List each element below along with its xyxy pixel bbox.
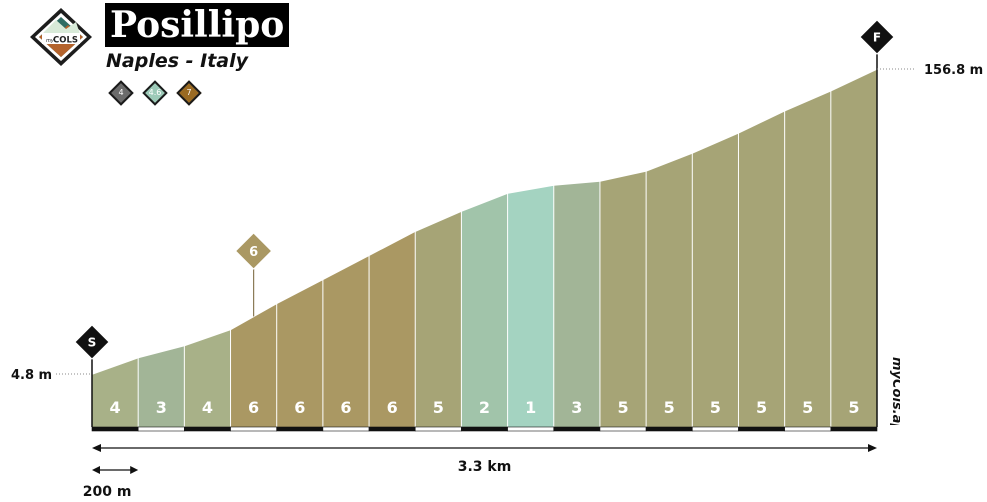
segment-gradient-label: 5 [802, 398, 813, 417]
badge-label: 4.6 [148, 88, 162, 97]
segment-gradient-label: 3 [156, 398, 167, 417]
profile-segment [230, 303, 277, 427]
distance-tick [137, 426, 185, 432]
arrow-left-icon [92, 466, 100, 474]
segment-gradient-label: 5 [756, 398, 767, 417]
distance-tick [738, 426, 785, 432]
segment-gradient-label: 4 [110, 398, 121, 417]
profile-segment [692, 132, 739, 427]
badge-label: 4 [118, 88, 124, 97]
distance-tick [691, 426, 739, 432]
logo-text-big: COLS [53, 36, 78, 46]
logo-text-small: my [46, 38, 55, 44]
profile-segment [138, 345, 185, 427]
segment-gradient-label: 6 [340, 398, 351, 417]
distance-tick [368, 426, 416, 432]
brand-label: myCols.app [889, 357, 900, 425]
finish-marker [859, 19, 895, 55]
profile-segment [553, 180, 600, 427]
start-marker-label: S [88, 336, 97, 350]
profile-segment [599, 170, 647, 427]
segment-gradient-label: 3 [571, 398, 582, 417]
labels-layer: 4 3 4 6 6 6 6 5 2 1 3 5 5 5 5 5 5 [110, 398, 860, 417]
profile-segment [322, 255, 370, 427]
profile-segment [830, 69, 877, 427]
profile-outline [91, 68, 878, 375]
profile-segment [184, 329, 231, 427]
peak-gradient-marker-label: 6 [249, 245, 258, 260]
peak-gradient-marker [234, 232, 273, 270]
profile-segment [738, 110, 785, 427]
climb-title: Posillipo [105, 3, 290, 47]
badge-min-gradient: 4 [108, 80, 134, 106]
badge-label: 7 [186, 88, 192, 97]
distance-tick [414, 426, 462, 432]
total-distance-label: 3.3 km [458, 459, 512, 475]
distance-tick [276, 426, 324, 432]
segment-gradient-label: 1 [525, 398, 536, 417]
profile-segment [276, 279, 323, 427]
scale-label: 200 m [83, 484, 132, 500]
segment-gradient-label: 5 [433, 398, 444, 417]
finish-marker-label: F [873, 31, 881, 45]
distance-tick [184, 426, 231, 432]
distance-tick [553, 426, 601, 432]
arrow-left-icon [92, 444, 101, 452]
distance-tick [830, 426, 878, 432]
segment-gradient-label: 5 [664, 398, 675, 417]
segment-gradient-label: 5 [710, 398, 721, 417]
distance-tick [230, 426, 278, 432]
segment-gradient-label: 6 [248, 398, 259, 417]
brand-watermark: myCols.app [876, 355, 904, 442]
badge-avg-gradient: 4.6 [142, 80, 168, 106]
distance-tick [461, 426, 508, 432]
markers-layer: S F 6 [74, 19, 895, 360]
profile-segment [646, 152, 693, 427]
profile-segment [784, 90, 831, 427]
profile-segment [461, 193, 508, 427]
distance-tick [507, 426, 555, 432]
segment-gradient-label: 5 [617, 398, 628, 417]
profile-segment [415, 211, 462, 427]
profile-segment [92, 357, 139, 427]
distance-axis-layer: 3.3 km 200 m 4.8 m 156.8 m [11, 63, 983, 500]
segments-layer [91, 52, 878, 427]
profile-segment [369, 231, 416, 427]
start-altitude-label: 4.8 m [11, 368, 52, 383]
profile-segment [507, 184, 554, 427]
badge-max-gradient: 7 [176, 80, 202, 106]
start-marker [74, 324, 110, 360]
mycols-logo: my COLS [28, 7, 94, 67]
distance-tick [784, 426, 832, 432]
segment-gradient-label: 5 [848, 398, 859, 417]
distance-tick [322, 426, 370, 432]
segment-gradient-label: 2 [479, 398, 490, 417]
arrow-right-icon [868, 444, 877, 452]
distance-tick [91, 426, 139, 432]
segment-gradient-label: 6 [387, 398, 398, 417]
finish-altitude-label: 156.8 m [924, 63, 983, 78]
climb-location: Naples - Italy [106, 50, 249, 72]
segment-gradient-label: 4 [202, 398, 213, 417]
distance-tick [645, 426, 693, 432]
distance-tick [599, 426, 647, 432]
arrow-right-icon [130, 466, 139, 474]
segment-gradient-label: 6 [294, 398, 305, 417]
